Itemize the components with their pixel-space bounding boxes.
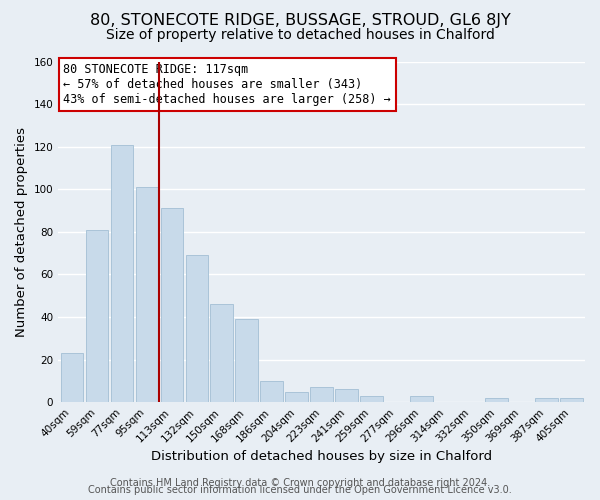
Text: Contains public sector information licensed under the Open Government Licence v3: Contains public sector information licen… bbox=[88, 485, 512, 495]
Y-axis label: Number of detached properties: Number of detached properties bbox=[15, 127, 28, 337]
X-axis label: Distribution of detached houses by size in Chalford: Distribution of detached houses by size … bbox=[151, 450, 492, 462]
Bar bbox=[310, 388, 333, 402]
Bar bbox=[410, 396, 433, 402]
Bar bbox=[235, 319, 258, 402]
Bar bbox=[61, 353, 83, 402]
Bar bbox=[286, 392, 308, 402]
Bar bbox=[335, 390, 358, 402]
Bar bbox=[161, 208, 183, 402]
Bar bbox=[211, 304, 233, 402]
Bar bbox=[136, 187, 158, 402]
Text: Size of property relative to detached houses in Chalford: Size of property relative to detached ho… bbox=[106, 28, 494, 42]
Text: Contains HM Land Registry data © Crown copyright and database right 2024.: Contains HM Land Registry data © Crown c… bbox=[110, 478, 490, 488]
Bar bbox=[485, 398, 508, 402]
Bar bbox=[260, 381, 283, 402]
Bar bbox=[86, 230, 108, 402]
Bar bbox=[360, 396, 383, 402]
Bar bbox=[110, 144, 133, 402]
Bar bbox=[560, 398, 583, 402]
Bar bbox=[535, 398, 557, 402]
Text: 80, STONECOTE RIDGE, BUSSAGE, STROUD, GL6 8JY: 80, STONECOTE RIDGE, BUSSAGE, STROUD, GL… bbox=[89, 12, 511, 28]
Text: 80 STONECOTE RIDGE: 117sqm
← 57% of detached houses are smaller (343)
43% of sem: 80 STONECOTE RIDGE: 117sqm ← 57% of deta… bbox=[64, 63, 391, 106]
Bar bbox=[185, 256, 208, 402]
